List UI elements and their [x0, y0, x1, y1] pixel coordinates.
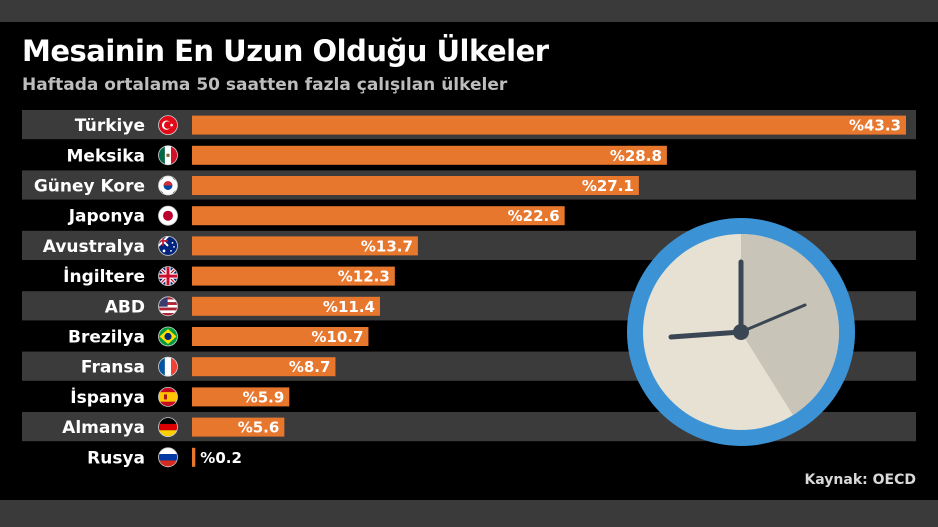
- chart-title: Mesainin En Uzun Olduğu Ülkeler: [22, 34, 549, 68]
- category-label: Brezilya: [68, 328, 145, 348]
- russia-flag-icon: [158, 447, 178, 468]
- france-flag-icon: [158, 356, 178, 377]
- value-label: %10.7: [311, 328, 363, 346]
- source-note: Kaynak: OECD: [804, 472, 916, 488]
- bar: [192, 266, 395, 286]
- germany-flag-icon: [158, 417, 178, 438]
- top-border: [0, 0, 938, 22]
- clock-second-hand: [739, 303, 807, 334]
- bar: [192, 145, 667, 165]
- bar: [192, 417, 285, 437]
- value-label: %13.7: [361, 237, 413, 255]
- category-label: Japonya: [68, 207, 145, 227]
- value-label: %22.6: [508, 207, 560, 225]
- value-label: %5.9: [243, 388, 285, 406]
- value-label: %8.7: [289, 358, 331, 376]
- value-label: %12.3: [338, 268, 390, 286]
- category-label: ABD: [105, 297, 145, 317]
- value-label: %27.1: [582, 177, 634, 195]
- bar: [192, 296, 380, 316]
- uk-flag-icon: [158, 266, 178, 287]
- category-label: Meksika: [67, 146, 145, 166]
- bar: [192, 357, 336, 377]
- bar: [192, 176, 639, 195]
- clock-shade: [741, 234, 839, 416]
- bar: [192, 387, 290, 407]
- bar: [192, 447, 196, 467]
- category-label: Fransa: [81, 358, 145, 378]
- south-korea-flag-icon: [158, 175, 178, 196]
- chart-subtitle: Haftada ortalama 50 saatten fazla çalışı…: [22, 75, 508, 95]
- value-label: %0.2: [200, 449, 242, 467]
- category-label: Almanya: [62, 418, 145, 438]
- category-label: İspanya: [70, 386, 145, 408]
- japan-flag-icon: [158, 205, 178, 226]
- value-label: %5.6: [238, 419, 280, 437]
- category-label: Rusya: [87, 448, 145, 468]
- clock-icon: [627, 218, 855, 446]
- mexico-flag-icon: [158, 145, 178, 166]
- bottom-border: [0, 500, 938, 527]
- bar: [192, 206, 565, 226]
- value-label: %43.3: [849, 117, 901, 135]
- clock-hour-hand: [668, 329, 744, 340]
- category-label: Türkiye: [75, 116, 145, 136]
- australia-flag-icon: [158, 235, 178, 256]
- category-label: İngiltere: [63, 265, 145, 287]
- value-label: %11.4: [323, 298, 375, 316]
- clock-center: [733, 324, 749, 340]
- bar: [192, 236, 418, 256]
- usa-flag-icon: [158, 296, 178, 317]
- category-label: Güney Kore: [34, 177, 145, 197]
- value-label: %28.8: [610, 147, 662, 165]
- spain-flag-icon: [158, 386, 178, 407]
- turkey-flag-icon: [158, 115, 178, 135]
- category-label: Avustralya: [43, 237, 145, 257]
- bar: [192, 327, 369, 346]
- brazil-flag-icon: [158, 326, 178, 347]
- bar: [192, 115, 906, 135]
